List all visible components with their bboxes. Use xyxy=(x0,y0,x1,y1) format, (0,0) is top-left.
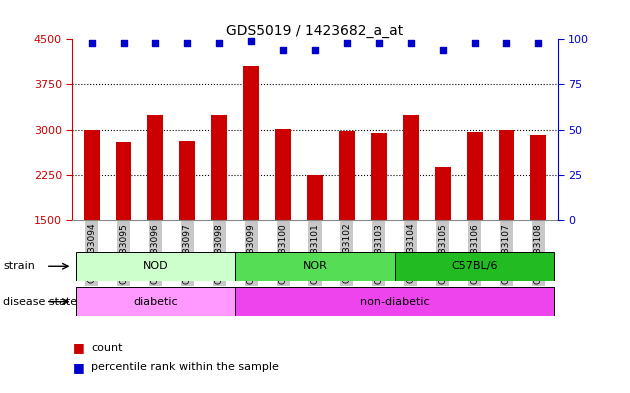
Bar xyxy=(403,115,419,220)
Text: count: count xyxy=(91,343,123,353)
Bar xyxy=(211,115,227,220)
Bar xyxy=(243,66,259,220)
Point xyxy=(86,40,96,46)
Bar xyxy=(435,167,450,220)
Text: ■: ■ xyxy=(72,361,84,374)
Point xyxy=(214,40,224,46)
Point xyxy=(374,40,384,46)
Bar xyxy=(147,115,163,220)
Bar xyxy=(339,131,355,220)
Point xyxy=(310,47,320,53)
Bar xyxy=(498,130,515,220)
Point xyxy=(438,47,448,53)
Bar xyxy=(395,252,554,281)
Text: ■: ■ xyxy=(72,341,84,354)
Point xyxy=(501,40,512,46)
Text: percentile rank within the sample: percentile rank within the sample xyxy=(91,362,279,373)
Bar xyxy=(275,129,291,220)
Text: non-diabetic: non-diabetic xyxy=(360,297,430,307)
Text: C57BL/6: C57BL/6 xyxy=(451,261,498,271)
Point xyxy=(406,40,416,46)
Bar xyxy=(115,142,132,220)
Bar xyxy=(235,252,395,281)
Text: diabetic: diabetic xyxy=(133,297,178,307)
Text: strain: strain xyxy=(3,261,35,271)
Bar xyxy=(307,176,323,220)
Bar xyxy=(467,132,483,220)
Point xyxy=(118,40,129,46)
Bar xyxy=(530,134,546,220)
Bar xyxy=(371,133,387,220)
Point xyxy=(246,38,256,44)
Point xyxy=(534,40,544,46)
Title: GDS5019 / 1423682_a_at: GDS5019 / 1423682_a_at xyxy=(226,24,404,38)
Text: disease state: disease state xyxy=(3,297,77,307)
Point xyxy=(151,40,161,46)
Bar xyxy=(84,130,100,220)
Text: NOR: NOR xyxy=(302,261,328,271)
Point xyxy=(342,40,352,46)
Point xyxy=(469,40,479,46)
Bar xyxy=(180,141,195,220)
Bar xyxy=(235,287,554,316)
Bar xyxy=(76,252,235,281)
Point xyxy=(182,40,192,46)
Bar xyxy=(76,287,235,316)
Text: NOD: NOD xyxy=(142,261,168,271)
Point xyxy=(278,47,288,53)
